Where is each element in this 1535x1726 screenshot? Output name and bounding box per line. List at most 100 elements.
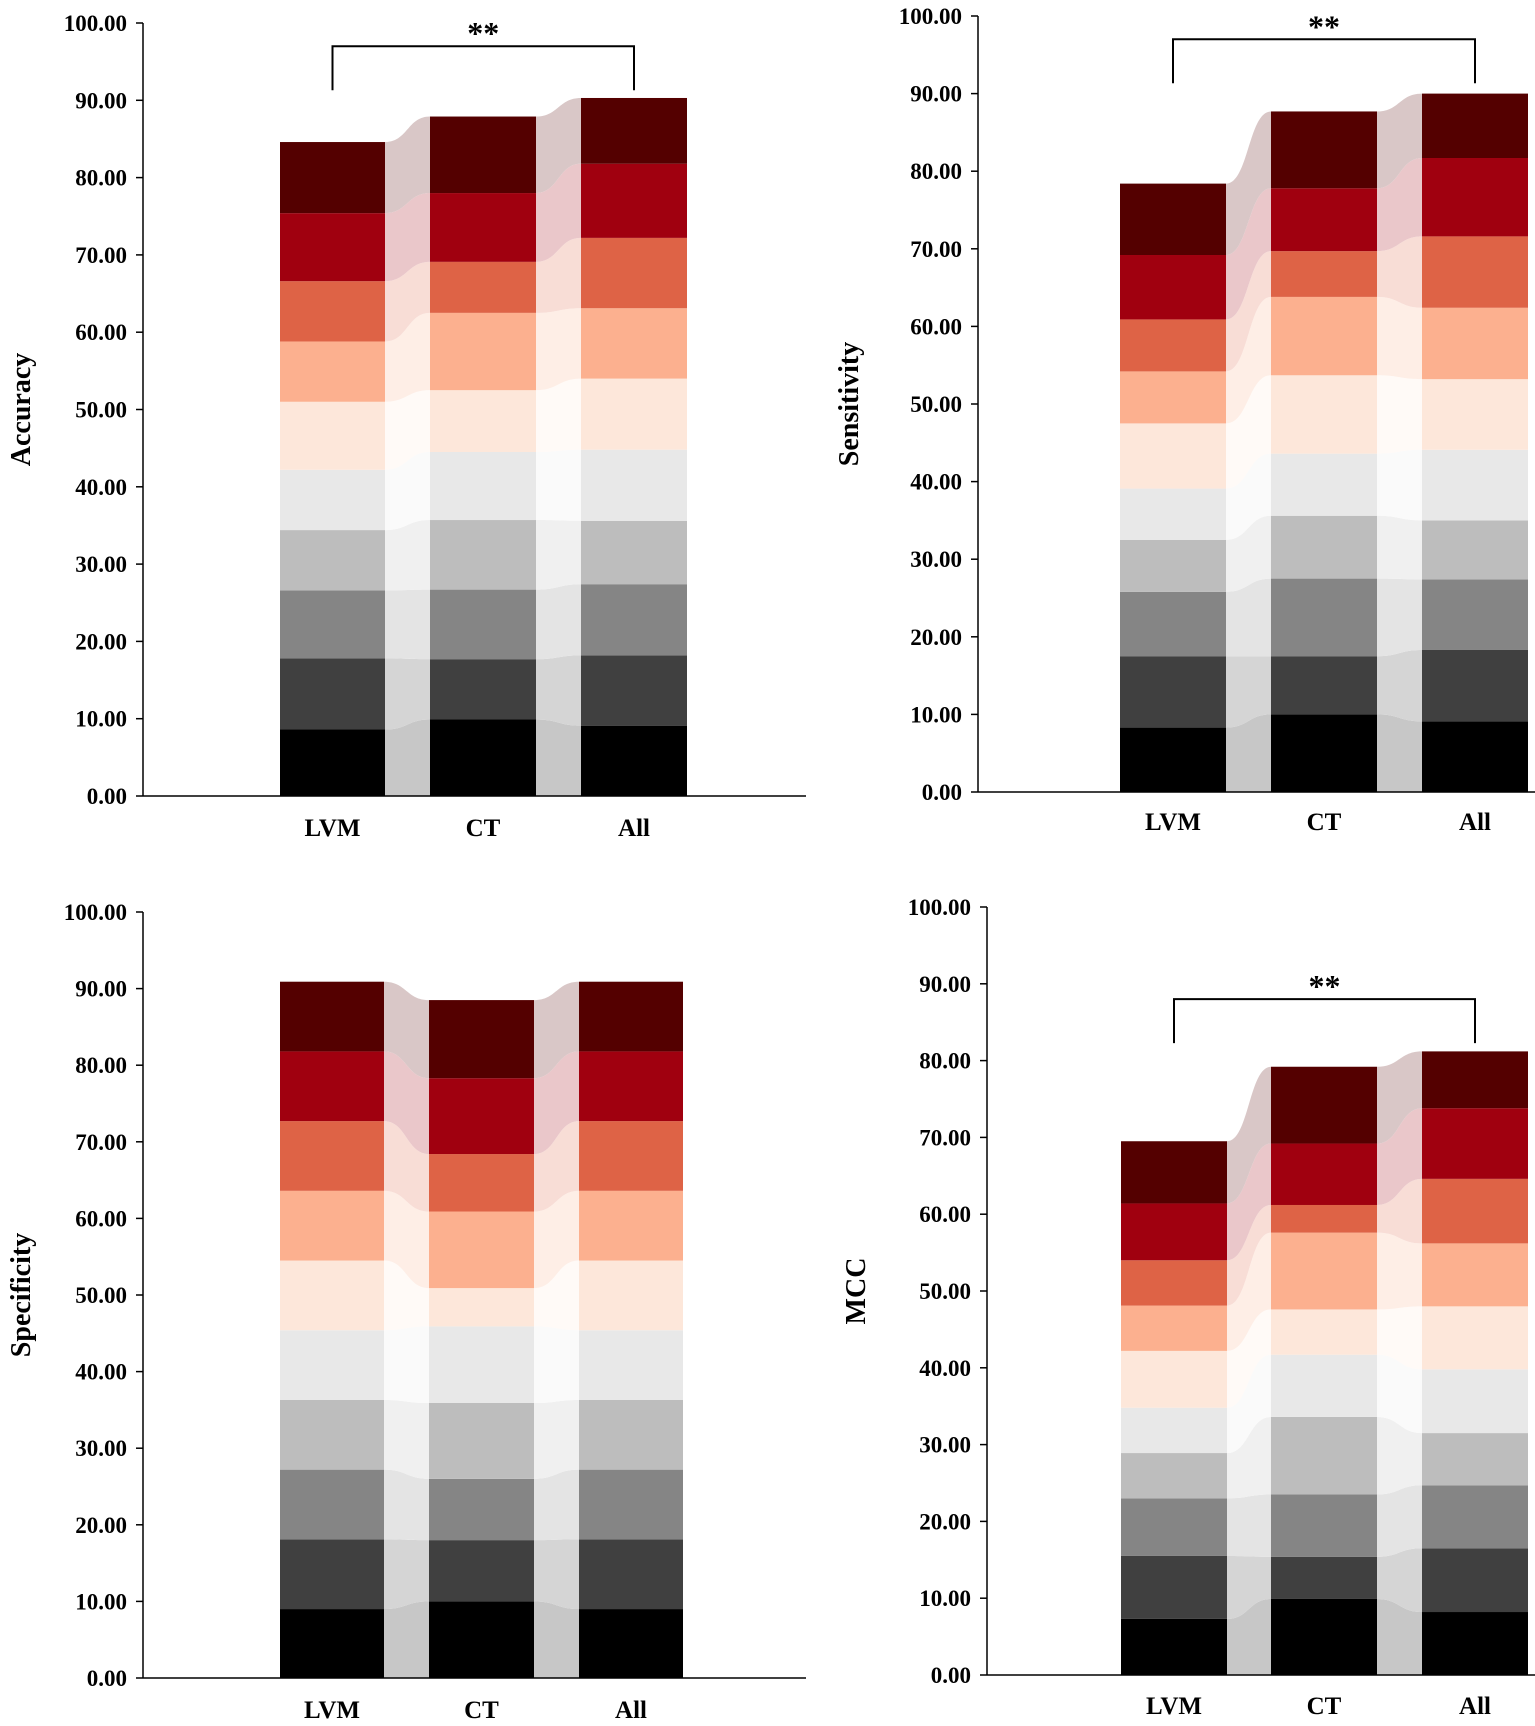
bar-lvm-segment-5 xyxy=(280,1330,384,1400)
bar-ct-segment-7 xyxy=(429,1211,534,1289)
chart-mcc-plot: 0.00 10.00 20.00 30.00 40.00 50.00 60.00 70.00 8… xyxy=(841,895,1535,1720)
y-tick-label: 10.00 xyxy=(75,707,127,732)
bar-ct-segment-10 xyxy=(1271,111,1377,189)
bar-lvm-segment-1 xyxy=(280,729,385,796)
bar-lvm-segment-6 xyxy=(1121,1350,1227,1408)
y-tick-label: 80.00 xyxy=(75,1053,127,1078)
bar-ct-segment-2 xyxy=(1271,1556,1377,1599)
flow-lvm-ct-segment-4 xyxy=(1227,1416,1271,1499)
bar-all xyxy=(579,981,683,1678)
bar-all-segment-5 xyxy=(579,1330,683,1400)
flow-lvm-ct-segment-5 xyxy=(1227,1354,1271,1454)
flow-ct-all-segment-7 xyxy=(536,308,581,391)
bar-all-segment-4 xyxy=(581,520,687,585)
bar-lvm-segment-3 xyxy=(280,590,385,659)
bar-ct-segment-8 xyxy=(429,1154,534,1212)
flow-lvm-ct-segment-8 xyxy=(384,1121,429,1212)
bar-lvm xyxy=(1121,1141,1227,1675)
y-axis-label: Sensitivity xyxy=(834,342,865,466)
bar-ct-segment-5 xyxy=(429,1326,534,1404)
bar-lvm-segment-3 xyxy=(280,1469,384,1540)
significance-line xyxy=(1173,998,1476,1044)
bar-all-segment-6 xyxy=(1422,379,1528,450)
bar-lvm-segment-5 xyxy=(280,469,385,531)
bar-lvm-segment-2 xyxy=(1120,656,1226,728)
bar-ct-segment-10 xyxy=(429,1000,534,1079)
y-axis-label: MCC xyxy=(841,1258,872,1325)
bar-all-segment-5 xyxy=(1422,449,1528,521)
bar-ct-segment-2 xyxy=(430,659,536,720)
flow-ct-all-segment-2 xyxy=(1377,649,1422,722)
significance-label: ** xyxy=(1308,8,1340,44)
flow-ct-all-segment-5 xyxy=(1377,449,1422,521)
bar-ct-segment-3 xyxy=(1271,578,1377,657)
flow-ct-all-segment-4 xyxy=(1377,515,1422,580)
bar-all-segment-5 xyxy=(1422,1369,1528,1434)
y-tick-label: 70.00 xyxy=(75,243,127,268)
bar-lvm-segment-7 xyxy=(280,341,385,402)
bar-lvm xyxy=(280,981,384,1678)
bar-ct-segment-6 xyxy=(429,1288,534,1327)
flow-ct-all-segment-5 xyxy=(1377,1354,1422,1434)
flow-lvm-ct-segment-4 xyxy=(1226,515,1271,592)
chart-sensitivity-plot: 0.00 10.00 20.00 30.00 40.00 50.00 60.00 70.00 8… xyxy=(834,4,1535,836)
y-tick-label: 0.00 xyxy=(931,1663,971,1688)
bar-all-segment-9 xyxy=(581,163,687,238)
flow-ct-all-segment-6 xyxy=(534,1260,579,1331)
bar-ct-segment-6 xyxy=(1271,1309,1377,1355)
flow-lvm-ct-segment-8 xyxy=(1227,1204,1271,1306)
bar-all-segment-3 xyxy=(1422,1485,1528,1549)
flow-ct-all-segment-9 xyxy=(536,163,581,262)
y-tick-label: 40.00 xyxy=(919,1356,971,1381)
flow-ct-all-segment-5 xyxy=(536,449,581,521)
bar-ct-segment-4 xyxy=(429,1403,534,1479)
y-tick-label: 50.00 xyxy=(910,392,962,417)
bar-all-segment-10 xyxy=(1422,93,1528,159)
flow-lvm-ct-segment-9 xyxy=(385,193,430,282)
y-tick-label: 60.00 xyxy=(919,1202,971,1227)
bar-ct-segment-6 xyxy=(430,390,536,453)
flow-ct-all-segment-6 xyxy=(1377,375,1422,454)
bar-all-segment-10 xyxy=(581,97,687,164)
flow-lvm-ct-segment-6 xyxy=(1227,1309,1271,1408)
x-tick-label-all: All xyxy=(615,1697,647,1724)
bar-ct xyxy=(1271,111,1377,792)
flow-lvm-ct-segment-10 xyxy=(384,981,429,1079)
flow-ribbons xyxy=(1226,93,1422,792)
bar-all-segment-7 xyxy=(1422,307,1528,380)
bar-all-segment-4 xyxy=(579,1399,683,1470)
y-tick-label: 40.00 xyxy=(75,475,127,500)
bar-ct-segment-4 xyxy=(1271,515,1377,579)
bar-all-segment-10 xyxy=(1422,1051,1528,1109)
y-tick-label: 50.00 xyxy=(919,1279,971,1304)
flow-ct-all-segment-5 xyxy=(534,1326,579,1404)
flow-ribbons xyxy=(384,981,579,1678)
bar-ct-segment-4 xyxy=(1271,1416,1377,1495)
y-tick-label: 0.00 xyxy=(922,780,962,805)
y-tick-label: 70.00 xyxy=(910,237,962,262)
y-tick-label: 30.00 xyxy=(910,547,962,572)
bar-lvm-segment-7 xyxy=(1121,1305,1227,1351)
bar-lvm-segment-10 xyxy=(280,981,384,1052)
y-tick-label: 20.00 xyxy=(919,1509,971,1534)
x-tick-label-lvm: LVM xyxy=(304,1697,360,1724)
y-tick-label: 40.00 xyxy=(75,1360,127,1385)
bar-ct-segment-1 xyxy=(430,719,536,796)
bar-ct-segment-10 xyxy=(1271,1066,1377,1144)
flow-lvm-ct-segment-8 xyxy=(1226,251,1271,372)
bar-all-segment-1 xyxy=(1422,1612,1528,1675)
bar-all-segment-2 xyxy=(1422,1548,1528,1613)
bar-all-segment-3 xyxy=(581,584,687,656)
flow-ct-all-segment-2 xyxy=(536,655,581,726)
flow-lvm-ct-segment-9 xyxy=(1227,1143,1271,1261)
bar-ct-segment-2 xyxy=(1271,656,1377,715)
y-tick-label: 10.00 xyxy=(919,1586,971,1611)
flow-lvm-ct-segment-2 xyxy=(1227,1555,1271,1619)
y-tick-label: 90.00 xyxy=(910,82,962,107)
bar-all-segment-7 xyxy=(1422,1243,1528,1307)
x-tick-label-lvm: LVM xyxy=(1146,1693,1202,1720)
bar-all-segment-6 xyxy=(1422,1306,1528,1370)
flow-ct-all-segment-3 xyxy=(1377,578,1422,657)
x-tick-label-lvm: LVM xyxy=(1145,809,1201,836)
